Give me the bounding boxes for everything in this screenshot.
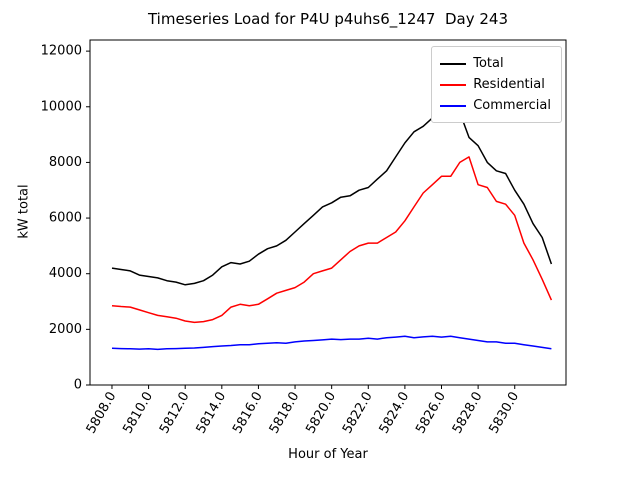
- y-tick-label: 6000: [49, 211, 82, 226]
- y-axis-label: kW total: [16, 184, 32, 239]
- legend-label-total: Total: [473, 56, 504, 71]
- y-tick-label: 0: [74, 378, 82, 393]
- x-tick-label: 5828.0: [450, 390, 486, 437]
- x-tick-label: 5824.0: [377, 390, 413, 437]
- x-tick-label: 5808.0: [84, 390, 120, 437]
- y-tick-label: 4000: [49, 266, 82, 281]
- x-tick-label: 5810.0: [120, 390, 156, 437]
- y-tick-label: 10000: [41, 99, 82, 114]
- legend-line-sample-commercial: [440, 104, 467, 107]
- x-tick-label: 5826.0: [413, 390, 449, 437]
- legend: Total Residential Commercial: [431, 46, 562, 123]
- legend-entry-total: Total: [440, 53, 551, 74]
- legend-line-sample-residential: [440, 83, 467, 86]
- y-tick-label: 12000: [41, 44, 82, 59]
- series-line-residential: [111, 156, 553, 324]
- x-tick-label: 5820.0: [303, 390, 339, 437]
- x-tick-label: 5814.0: [194, 390, 230, 437]
- x-axis-label: Hour of Year: [288, 447, 368, 462]
- series-line-commercial: [111, 335, 552, 351]
- legend-entry-residential: Residential: [440, 74, 551, 95]
- y-tick-label: 8000: [49, 155, 82, 170]
- legend-entry-commercial: Commercial: [440, 95, 551, 116]
- legend-line-sample-total: [440, 62, 467, 65]
- x-tick-label: 5818.0: [267, 390, 303, 437]
- x-tick-label: 5822.0: [340, 390, 376, 437]
- y-tick-label: 2000: [49, 322, 82, 337]
- series-line-total: [111, 108, 553, 286]
- x-tick-label: 5812.0: [157, 390, 193, 437]
- chart-title: Timeseries Load for P4U p4uhs6_1247 Day …: [147, 10, 509, 28]
- legend-label-residential: Residential: [473, 77, 545, 92]
- legend-label-commercial: Commercial: [473, 98, 551, 113]
- x-tick-label: 5830.0: [486, 390, 522, 437]
- axes-frame: [89, 39, 567, 386]
- x-tick-label: 5816.0: [230, 390, 266, 437]
